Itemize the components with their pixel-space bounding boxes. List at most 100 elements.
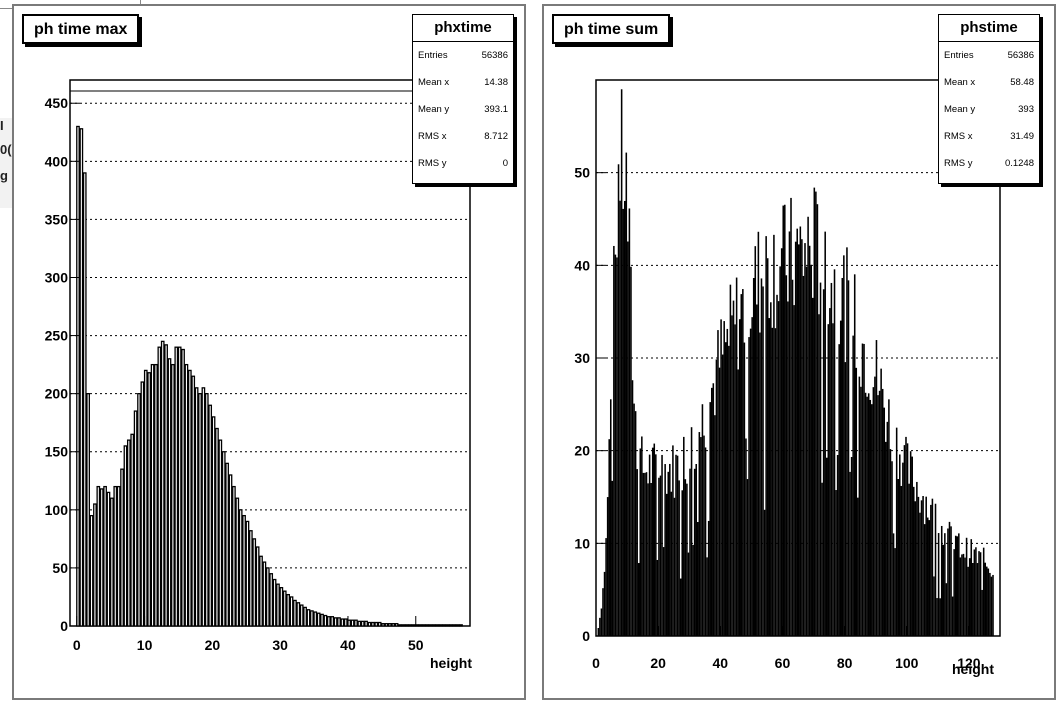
- histogram-bar: [384, 623, 389, 627]
- histogram-bar: [801, 239, 803, 636]
- histogram-bar: [381, 623, 385, 627]
- histogram-bar: [86, 393, 90, 627]
- histogram-bar: [987, 568, 990, 636]
- y-tick-label: 50: [574, 165, 590, 181]
- histogram-bar: [939, 598, 941, 636]
- histogram-bar: [282, 590, 287, 627]
- histogram-bar: [944, 533, 946, 636]
- histogram-bar: [902, 462, 904, 636]
- histogram-bar: [645, 472, 648, 636]
- x-tick-label: 0: [592, 655, 600, 671]
- histogram-bar: [894, 548, 896, 636]
- histogram-bar: [830, 282, 833, 636]
- histogram-bar: [788, 231, 791, 636]
- stats-value: 393.1: [484, 104, 508, 115]
- histogram-bar: [137, 393, 141, 627]
- histogram-bar: [717, 330, 719, 636]
- histogram-bar: [908, 483, 910, 636]
- histogram-bar: [718, 367, 721, 636]
- histogram-bar: [810, 264, 812, 636]
- histogram-bar: [989, 572, 991, 636]
- histogram-bar: [805, 266, 808, 636]
- stats-value: 0.1248: [1004, 158, 1034, 169]
- histogram-bar: [818, 314, 820, 636]
- histogram-bar: [968, 558, 971, 636]
- stats-label: Entries: [944, 50, 974, 61]
- histogram-bar: [923, 524, 926, 636]
- histogram-bar: [759, 332, 761, 636]
- x-tick-label: 100: [895, 655, 919, 671]
- histogram-bar: [449, 624, 453, 627]
- histogram-bar: [398, 624, 402, 627]
- histogram-bar: [404, 624, 409, 627]
- histogram-bar: [732, 300, 735, 636]
- histogram-bar: [613, 245, 615, 636]
- histogram-bar: [387, 623, 392, 627]
- histogram-bar: [681, 490, 684, 636]
- histogram-bar: [198, 393, 202, 627]
- histogram-bar: [874, 376, 876, 636]
- histogram-bar: [221, 451, 226, 627]
- histogram-bar: [703, 435, 705, 636]
- y-tick-label: 350: [45, 211, 69, 227]
- histogram-bar: [710, 387, 713, 636]
- histogram-bar: [715, 359, 718, 636]
- histogram-bar: [888, 399, 890, 636]
- histogram-bar: [211, 416, 216, 627]
- histogram-bar: [150, 363, 155, 627]
- histogram-bar: [656, 559, 659, 636]
- histogram-bar: [661, 454, 663, 636]
- histogram-panel-right[interactable]: 0 10 20 30 40 50 0 20 40 60 80 100 120 height ph time…: [542, 4, 1056, 700]
- histogram-bar: [411, 624, 416, 627]
- histogram-bar: [252, 538, 257, 627]
- histogram-bar: [333, 617, 338, 627]
- stats-label: Mean y: [944, 104, 976, 115]
- histogram-bar: [970, 539, 973, 636]
- stats-value: 56386: [481, 50, 508, 61]
- histogram-bar: [867, 393, 870, 636]
- histogram-bar: [695, 464, 697, 636]
- histogram-bar: [631, 380, 634, 636]
- histogram-bar: [228, 474, 233, 627]
- histogram-bar: [700, 437, 702, 636]
- histogram-bar: [975, 547, 977, 636]
- histogram-bar: [706, 557, 708, 636]
- histogram-bar: [891, 461, 893, 636]
- histogram-bar: [279, 587, 284, 627]
- histogram-bar: [709, 402, 711, 636]
- histogram-bar: [106, 491, 111, 627]
- histogram-bar: [827, 324, 830, 636]
- x-tick-label: 20: [650, 655, 666, 671]
- histogram-bar: [869, 399, 872, 636]
- histogram-bar: [793, 305, 795, 636]
- stats-label: Entries: [418, 50, 448, 61]
- histogram-bar: [157, 346, 162, 627]
- histogram-bar: [964, 557, 966, 636]
- histogram-bar: [714, 415, 716, 636]
- histogram-bar: [432, 624, 436, 627]
- y-tick-label: 50: [52, 560, 68, 576]
- histogram-bar: [455, 624, 460, 627]
- histogram-bar: [855, 367, 858, 636]
- histogram-bar: [729, 284, 732, 636]
- y-tick-label: 40: [574, 257, 590, 273]
- histogram-bar: [286, 593, 290, 627]
- histogram-bar: [187, 369, 192, 627]
- histogram-bar: [692, 544, 694, 636]
- histogram-panel-left[interactable]: 0 50 100 150 200 250 300 350 400 450 0 10 20 30 40 50 he…: [12, 4, 526, 700]
- y-tick-label: 400: [45, 153, 69, 169]
- side-fragment: g: [0, 168, 8, 183]
- histogram-bar: [822, 289, 825, 636]
- stats-row: Mean y 393: [939, 96, 1039, 123]
- histogram-bar: [602, 588, 604, 636]
- histogram-bar: [445, 624, 450, 627]
- histogram-bar: [194, 387, 199, 627]
- histogram-bar: [982, 547, 985, 636]
- histogram-bar: [143, 369, 148, 627]
- histogram-bar: [852, 335, 854, 636]
- histogram-bar: [374, 621, 379, 627]
- histogram-bar: [687, 552, 690, 636]
- histogram-bar: [218, 439, 223, 627]
- histogram-bar: [740, 294, 743, 636]
- histogram-bar: [690, 427, 693, 636]
